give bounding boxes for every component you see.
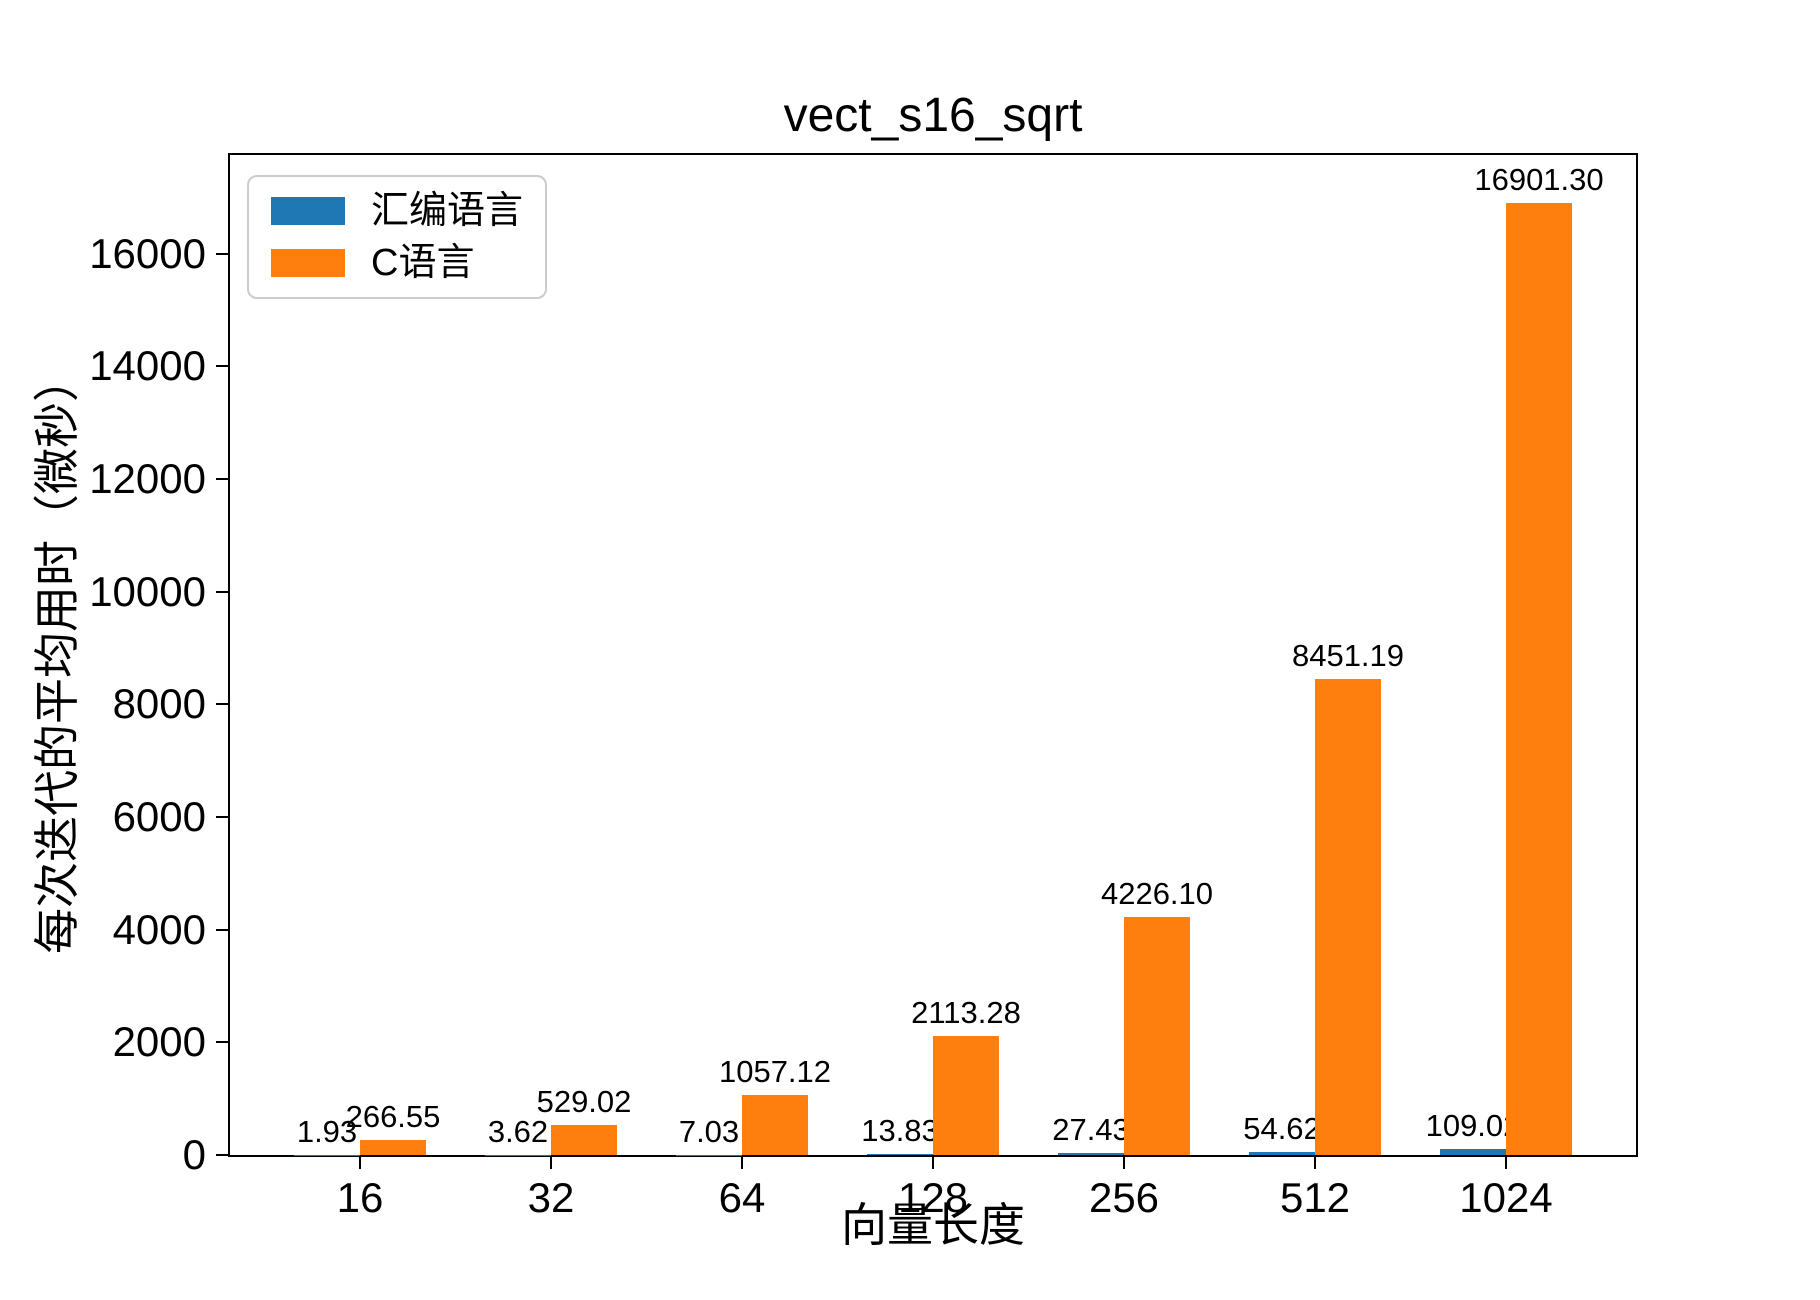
bar-c-64 [742,1095,808,1155]
value-label-assembly-64: 7.03 [678,1113,740,1149]
y-tick-label: 16000 [89,229,206,277]
value-label-assembly-128: 13.83 [861,1113,939,1149]
bar-assembly-1024 [1440,1148,1506,1155]
x-axis-label: 向量长度 [841,1199,1025,1251]
x-tick-mark [1123,1157,1125,1169]
value-label-c-64: 1057.12 [718,1054,832,1090]
bar-assembly-128 [867,1154,933,1155]
x-tick-label: 32 [527,1174,575,1221]
legend-label-assembly: 汇编语言 [371,190,524,232]
x-tick-label: 512 [1279,1174,1351,1221]
value-label-assembly-512: 54.62 [1243,1110,1321,1146]
x-tick-mark [359,1157,361,1169]
y-tick-mark [216,365,228,368]
legend-item-assembly: 汇编语言 [271,192,523,230]
legend-swatch-c-icon [271,249,345,277]
value-label-c-512: 8451.19 [1291,637,1405,673]
legend-swatch-assembly-icon [271,197,345,225]
bar-c-512 [1315,678,1381,1155]
x-tick-mark [550,1157,552,1169]
x-tick-label: 16 [336,1174,384,1221]
y-tick-mark [216,1041,228,1044]
legend-item-c: C语言 [271,244,523,282]
legend: 汇编语言 C语言 [247,175,548,299]
y-tick-label: 14000 [89,342,206,390]
value-label-c-16: 266.55 [345,1098,441,1134]
value-label-assembly-32: 3.62 [487,1113,549,1149]
y-axis-label: 每次迭代的平均用时（微秒） [31,356,83,954]
y-tick-mark [216,590,228,593]
bar-assembly-512 [1249,1151,1315,1155]
y-tick-mark [216,1154,228,1156]
y-tick-label: 2000 [112,1018,206,1066]
y-tick-label: 12000 [89,454,206,502]
y-tick-label: 0 [182,1131,206,1178]
y-tick-label: 8000 [112,680,206,728]
bar-c-1024 [1506,202,1572,1155]
value-label-c-128: 2113.28 [911,994,1021,1030]
bar-c-256 [1124,916,1190,1155]
bar-c-16 [360,1139,426,1155]
y-tick-mark [216,477,228,480]
plot-area: 汇编语言 C语言 0 2000 4000 6000 8000 10000 12000 1400… [89,153,1638,1219]
y-tick-label: 6000 [112,792,206,840]
x-tick-label: 1024 [1459,1174,1553,1221]
x-tick-label: 128 [897,1174,969,1221]
legend-label-c: C语言 [371,242,475,284]
bar-assembly-256 [1058,1153,1124,1155]
y-tick-label: 4000 [112,905,206,953]
y-tick-mark [216,815,228,818]
x-tick-mark [1314,1157,1316,1169]
value-label-assembly-256: 27.43 [1052,1112,1130,1148]
x-tick-mark [932,1157,934,1169]
y-tick-label: 10000 [89,567,206,615]
x-tick-mark [741,1157,743,1169]
value-label-c-32: 529.02 [536,1084,632,1120]
bar-c-32 [551,1125,617,1155]
bar-c-128 [933,1035,999,1155]
value-label-c-256: 4226.10 [1100,875,1214,911]
value-label-assembly-16: 1.93 [296,1113,358,1149]
value-label-c-1024: 16901.30 [1474,161,1604,197]
y-tick-mark [216,252,228,255]
x-tick-mark [1505,1157,1507,1169]
x-tick-label: 64 [718,1174,766,1221]
x-tick-label: 256 [1088,1174,1160,1221]
y-tick-mark [216,703,228,706]
y-tick-mark [216,928,228,931]
chart-title: vect_s16_sqrt [783,89,1083,142]
value-label-assembly-1024: 109.02 [1425,1107,1521,1143]
